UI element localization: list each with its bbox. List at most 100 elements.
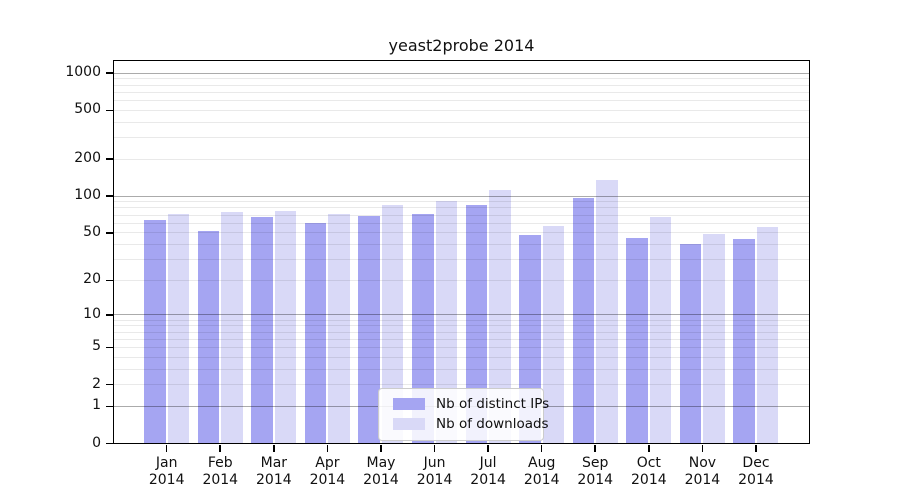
- y-tick: [106, 109, 113, 112]
- legend-item-downloads: Nb of downloads: [379, 414, 549, 434]
- bar-downloads-sep: [596, 179, 618, 444]
- x-tick: [165, 445, 168, 452]
- gridline-major: [114, 72, 809, 74]
- gridline-minor: [114, 207, 809, 209]
- bar-distinct-ips-nov: [679, 244, 702, 444]
- gridline-minor: [114, 338, 809, 340]
- bar-downloads-jun: [435, 200, 458, 444]
- bar-downloads-mar: [274, 210, 297, 444]
- legend-label-distinct-ips: Nb of distinct IPs: [436, 396, 550, 412]
- legend-swatch-downloads: [393, 418, 425, 430]
- bar-distinct-ips-jul: [465, 205, 488, 444]
- x-tick: [487, 445, 489, 452]
- chart-title: yeast2probe 2014: [388, 36, 535, 55]
- x-tick-label: Feb 2014: [202, 454, 239, 488]
- legend-item-distinct-ips: Nb of distinct IPs: [379, 394, 549, 414]
- bar-downloads-aug: [542, 225, 565, 444]
- gridline-minor: [114, 222, 809, 224]
- y-tick-label: 200: [74, 150, 101, 167]
- x-tick: [273, 445, 275, 452]
- gridline-major: [114, 314, 809, 316]
- x-tick-label: Dec 2014: [738, 454, 774, 488]
- x-tick: [433, 445, 436, 452]
- y-tick: [106, 383, 113, 386]
- x-tick-label: Mar 2014: [256, 454, 292, 488]
- y-tick-label: 2: [92, 375, 101, 392]
- bar-downloads-jan: [167, 213, 190, 444]
- x-tick-label: Jul 2014: [470, 454, 506, 488]
- y-tick: [106, 314, 113, 316]
- gridline-major: [114, 195, 809, 197]
- gridline-minor: [114, 346, 809, 348]
- gridline-minor: [114, 243, 809, 245]
- y-tick: [106, 195, 113, 197]
- x-tick-label: Jan 2014: [148, 454, 185, 488]
- bar-distinct-ips-apr: [304, 223, 327, 444]
- y-tick-label: 500: [74, 101, 101, 118]
- y-tick: [106, 279, 113, 282]
- bar-downloads-apr: [328, 214, 350, 444]
- x-tick-label: Aug 2014: [523, 454, 560, 488]
- y-tick: [106, 72, 113, 74]
- gridline-minor: [114, 319, 809, 321]
- x-tick: [701, 445, 704, 452]
- gridline-minor: [114, 121, 809, 123]
- x-tick-label: Oct 2014: [631, 454, 667, 488]
- gridline-minor: [114, 384, 809, 386]
- x-tick: [594, 445, 597, 452]
- x-tick-label: Apr 2014: [309, 454, 346, 488]
- gridline-minor: [114, 91, 809, 93]
- y-tick-label: 0: [92, 434, 101, 451]
- gridline-minor: [114, 214, 809, 216]
- bar-downloads-nov: [703, 233, 725, 444]
- gridline-minor: [114, 109, 809, 111]
- x-tick: [326, 445, 329, 452]
- gridline-minor: [114, 100, 809, 102]
- x-tick: [755, 445, 757, 452]
- bar-distinct-ips-feb: [197, 230, 220, 444]
- y-tick-label: 10: [83, 305, 101, 322]
- y-tick: [106, 442, 113, 445]
- gridline-minor: [114, 201, 809, 203]
- gridline-minor: [114, 258, 809, 260]
- bar-distinct-ips-sep: [572, 198, 595, 444]
- x-tick-label: Sep 2014: [577, 454, 614, 488]
- gridline-minor: [114, 158, 809, 160]
- y-tick: [106, 158, 113, 161]
- y-tick-label: 50: [83, 223, 101, 240]
- gridline-minor: [114, 325, 809, 327]
- y-tick: [106, 405, 113, 408]
- legend: Nb of distinct IPs Nb of downloads: [378, 388, 549, 441]
- x-tick-label: May 2014: [363, 454, 399, 488]
- y-tick-label: 100: [74, 187, 101, 204]
- bar-distinct-ips-may: [358, 215, 380, 444]
- gridline-minor: [114, 78, 809, 80]
- gridline-minor: [114, 137, 809, 139]
- bar-distinct-ips-jan: [144, 219, 166, 444]
- gridline-minor: [114, 232, 809, 234]
- bar-downloads-may: [381, 204, 404, 444]
- bar-downloads-oct: [649, 217, 672, 444]
- bar-distinct-ips-mar: [251, 216, 273, 444]
- legend-swatch-distinct-ips: [393, 398, 425, 410]
- x-tick: [380, 445, 382, 452]
- y-tick: [106, 346, 113, 349]
- plot-border: [113, 60, 810, 444]
- y-tick-label: 20: [83, 271, 101, 288]
- gridline-minor: [114, 331, 809, 333]
- gridline-minor: [114, 368, 809, 370]
- bar-distinct-ips-oct: [626, 238, 648, 444]
- x-tick-label: Jun 2014: [416, 454, 453, 488]
- bar-distinct-ips-dec: [733, 239, 755, 444]
- bar-downloads-feb: [221, 212, 243, 444]
- bar-downloads-jul: [489, 190, 511, 444]
- gridline-minor: [114, 356, 809, 358]
- x-tick: [648, 445, 650, 452]
- bar-distinct-ips-jun: [412, 213, 434, 444]
- y-tick-label: 1000: [65, 64, 101, 81]
- gridline-minor: [114, 279, 809, 281]
